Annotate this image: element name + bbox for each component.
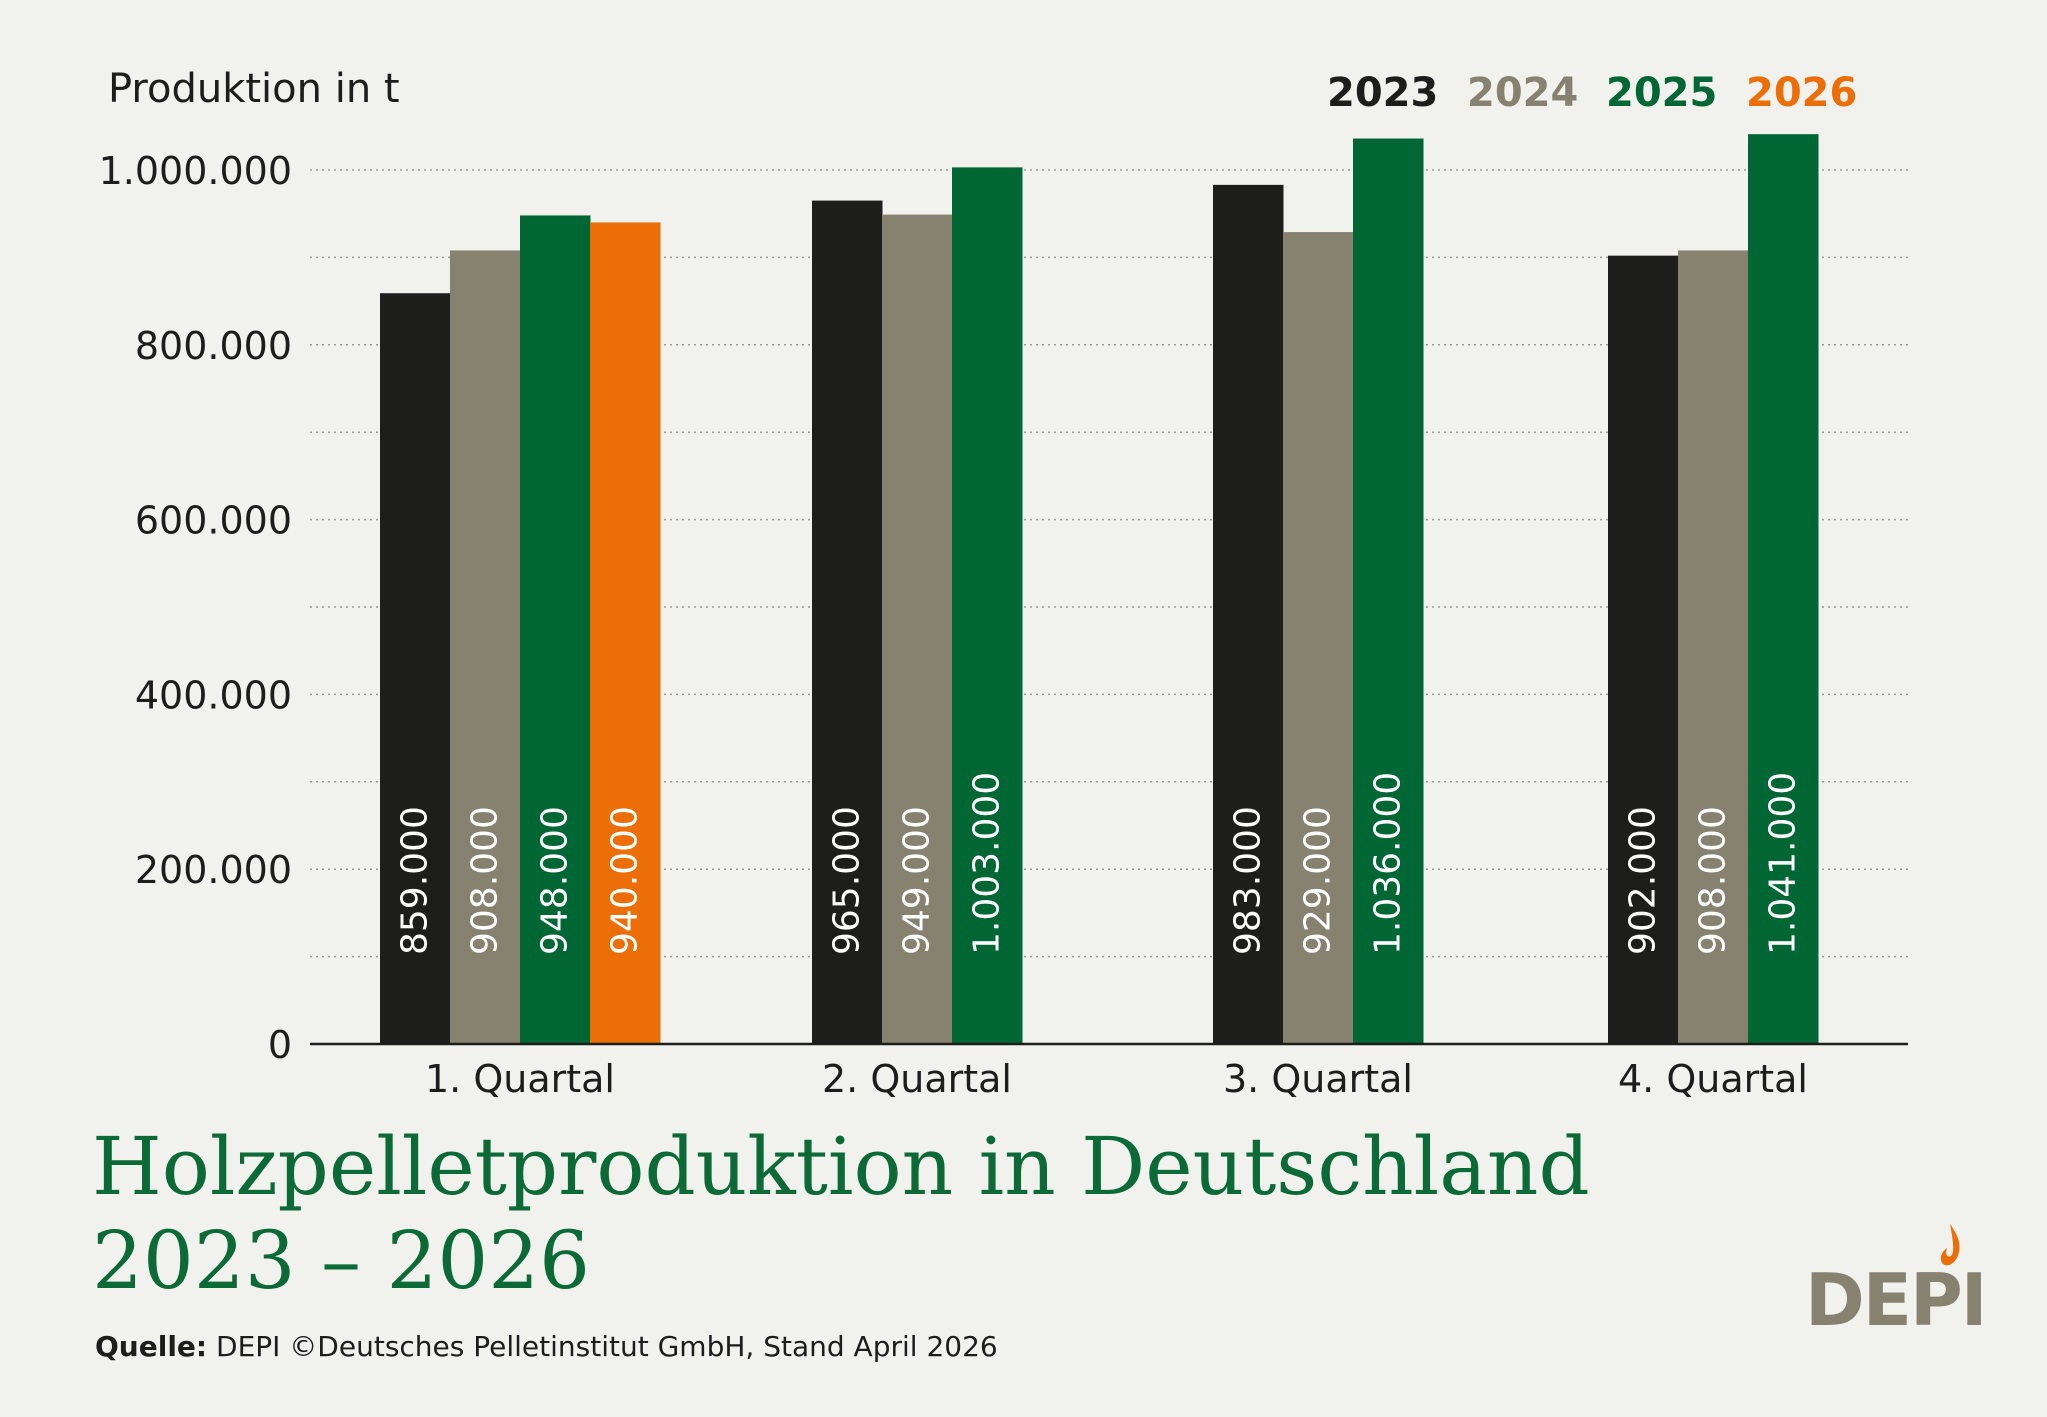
bar-2024	[450, 250, 521, 1044]
data-label: 949.000	[897, 806, 938, 955]
data-label: 1.041.000	[1763, 772, 1804, 955]
legend-item-2026: 2026	[1746, 70, 1858, 116]
data-label: 908.000	[1693, 806, 1734, 955]
bar-2025	[1353, 138, 1424, 1044]
legend-item-2025: 2025	[1606, 70, 1718, 116]
logo-text: DEPI	[1805, 1258, 1988, 1342]
source-note: Quelle: DEPI ©Deutsches Pelletinstitut G…	[95, 1330, 998, 1363]
data-label: 948.000	[535, 806, 576, 955]
chart-title: Holzpelletproduktion in Deutschland 2023…	[92, 1120, 1590, 1308]
x-tick-label: 1. Quartal	[425, 1057, 615, 1101]
source-text: DEPI ©Deutsches Pelletinstitut GmbH, Sta…	[207, 1330, 998, 1363]
y-tick-label: 200.000	[135, 848, 292, 892]
source-label: Quelle:	[95, 1330, 208, 1363]
legend-item-2023: 2023	[1327, 70, 1439, 116]
bar-2023	[380, 293, 451, 1044]
legend-item-2024: 2024	[1467, 70, 1579, 116]
bar-2025	[520, 215, 591, 1044]
y-tick-label: 0	[268, 1023, 292, 1067]
bar-2025	[952, 167, 1023, 1045]
data-label: 1.003.000	[967, 772, 1008, 955]
y-axis-label: Produktion in t	[108, 66, 400, 112]
bar-2023	[1213, 184, 1284, 1044]
x-tick-label: 4. Quartal	[1618, 1057, 1808, 1101]
data-label: 929.000	[1298, 806, 1339, 955]
chart-title-line1: Holzpelletproduktion in Deutschland	[92, 1120, 1590, 1213]
bar-2023	[812, 200, 883, 1045]
y-tick-label: 800.000	[135, 324, 292, 368]
bar-2024	[882, 214, 953, 1045]
chart-title-line2: 2023 – 2026	[92, 1214, 591, 1307]
depi-logo: DEPI	[1805, 1222, 1988, 1342]
data-label: 908.000	[465, 806, 506, 955]
bar-2025	[1748, 134, 1819, 1044]
y-tick-label: 1.000.000	[99, 149, 292, 193]
bar-2023	[1608, 255, 1679, 1045]
bar-2024	[1678, 250, 1749, 1044]
flame-icon	[1940, 1224, 1960, 1266]
data-label: 940.000	[605, 806, 646, 955]
bar-2024	[1283, 232, 1354, 1044]
y-tick-label: 600.000	[135, 499, 292, 543]
bar-2026	[590, 222, 661, 1044]
x-tick-label: 3. Quartal	[1223, 1057, 1413, 1101]
data-label: 983.000	[1228, 806, 1269, 955]
data-label: 859.000	[395, 806, 436, 955]
x-tick-label: 2. Quartal	[822, 1057, 1012, 1101]
data-label: 1.036.000	[1368, 772, 1409, 955]
data-label: 902.000	[1623, 806, 1664, 955]
y-tick-label: 400.000	[135, 673, 292, 717]
data-label: 965.000	[827, 806, 868, 955]
